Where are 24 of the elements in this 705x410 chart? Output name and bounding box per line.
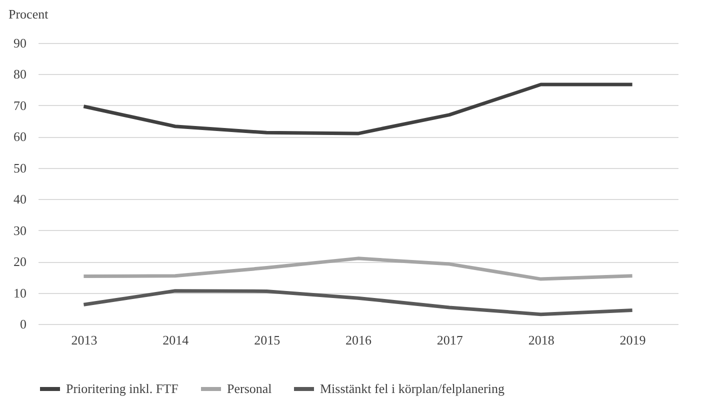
x-tick-label: 2017 [436, 332, 464, 348]
y-axis-title: Procent [8, 6, 49, 22]
legend-label: Personal [227, 381, 272, 396]
x-tick-label: 2016 [346, 332, 372, 348]
y-tick-label: 30 [14, 222, 26, 238]
line-series [82, 82, 634, 136]
x-tick-label: 2013 [71, 332, 98, 348]
x-tick-label: 2018 [528, 332, 554, 348]
legend-label: Misstänkt fel i körplan/felplanering [320, 381, 505, 396]
y-tick-label: 70 [14, 98, 26, 113]
x-tick-label: 2019 [620, 332, 646, 348]
x-tick-label: 2015 [254, 332, 280, 348]
y-tick-label: 60 [14, 129, 26, 144]
x-tick-label: 2014 [162, 332, 190, 348]
line-series [82, 289, 634, 316]
y-tick-label: 0 [20, 316, 26, 332]
y-tick-label: 80 [14, 66, 26, 82]
y-tick-label: 10 [14, 285, 26, 300]
y-tick-label: 20 [14, 254, 26, 270]
y-tick-label: 40 [14, 192, 26, 207]
line-series [82, 256, 634, 281]
y-tick-label: 90 [14, 36, 26, 50]
legend-label: Prioritering inkl. FTF [66, 381, 178, 396]
y-tick-label: 50 [14, 160, 26, 176]
